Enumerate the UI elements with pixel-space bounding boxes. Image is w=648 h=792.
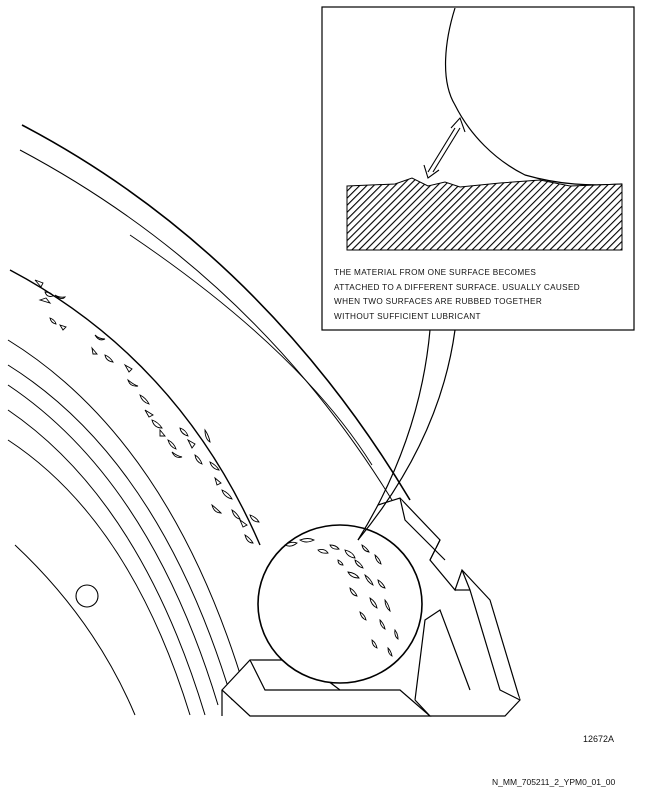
inset-detail-box: [321, 6, 635, 331]
cage-housing: [221, 497, 521, 717]
callout-line: ATTACHED TO A DIFFERENT SURFACE. USUALLY…: [334, 282, 581, 292]
galling-marks-race: [34, 279, 260, 544]
double-arrow-icon: [423, 116, 466, 179]
callout-leader: [357, 329, 456, 541]
bearing-race: [7, 124, 411, 716]
callout-line: WHEN TWO SURFACES ARE RUBBED TOGETHER: [334, 297, 543, 306]
document-id: N_MM_705211_2_YPM0_01_00: [492, 777, 616, 787]
callout-line: THE MATERIAL FROM ONE SURFACE BECOMES: [334, 268, 537, 277]
callout-line: WITHOUT SUFFICIENT LUBRICANT: [334, 311, 481, 321]
bearing-ball: [257, 524, 423, 684]
surface-profile: [444, 8, 623, 186]
figure-number: 12672A: [583, 734, 615, 744]
callout-description: THE MATERIAL FROM ONE SURFACE BECOMES AT…: [334, 266, 630, 324]
